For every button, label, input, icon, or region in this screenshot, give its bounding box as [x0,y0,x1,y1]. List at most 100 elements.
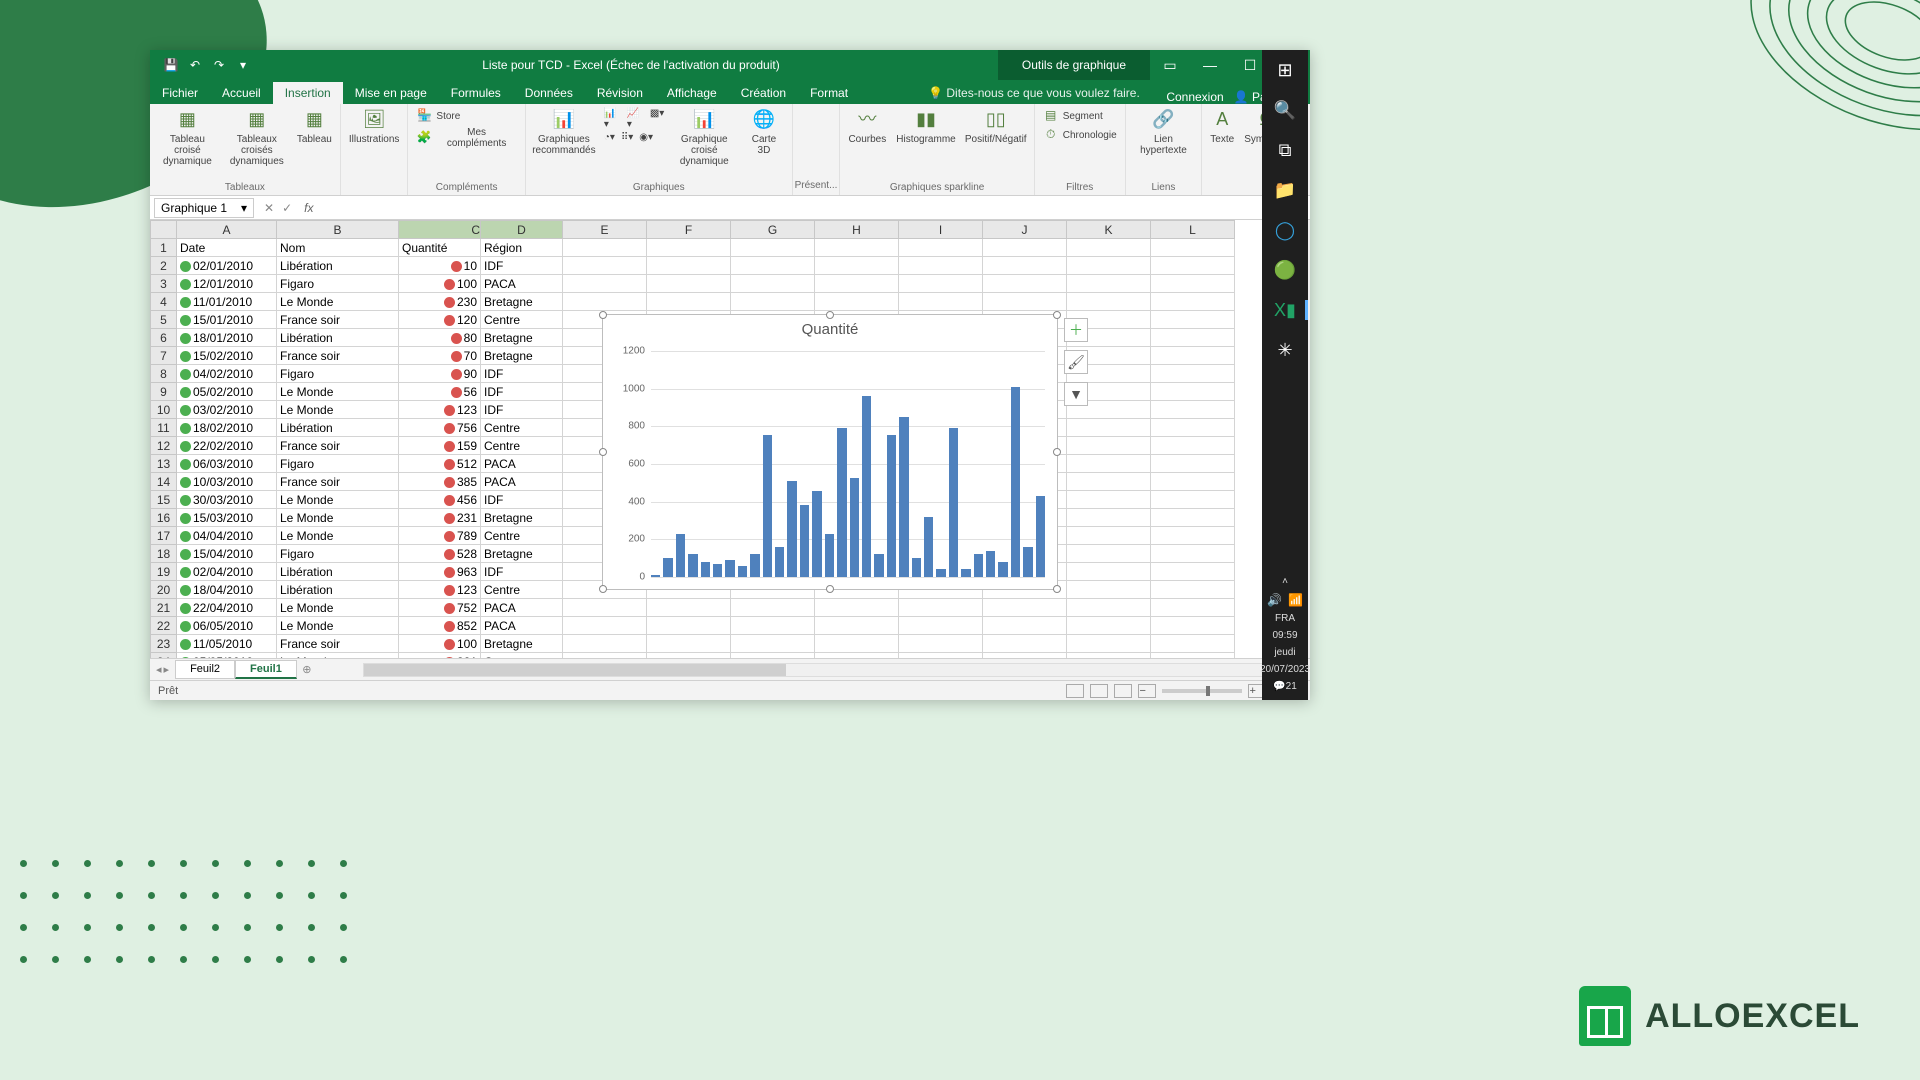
cell[interactable] [563,239,647,257]
row-header[interactable]: 21 [151,599,177,617]
row-header[interactable]: 22 [151,617,177,635]
connexion-link[interactable]: Connexion [1166,90,1223,104]
col-header-A[interactable]: A [177,221,277,239]
chart-bar[interactable] [688,554,697,577]
cell[interactable]: Figaro [277,455,399,473]
chart-bar[interactable] [1036,496,1045,577]
row-header[interactable]: 5 [151,311,177,329]
col-header-L[interactable]: L [1151,221,1235,239]
cell[interactable]: 123 [399,401,481,419]
cell[interactable]: 02/04/2010 [177,563,277,581]
col-header-K[interactable]: K [1067,221,1151,239]
chart-tools-context[interactable]: Outils de graphique [998,50,1150,80]
cell[interactable]: France soir [277,437,399,455]
chart-bar[interactable] [1011,387,1020,577]
name-box[interactable]: Graphique 1▾ [154,198,254,218]
cell[interactable]: IDF [481,383,563,401]
cell[interactable]: Libération [277,329,399,347]
chart-bar[interactable] [787,481,796,577]
cell[interactable] [563,293,647,311]
cell[interactable] [563,617,647,635]
cell[interactable] [731,293,815,311]
cell[interactable]: PACA [481,617,563,635]
cell[interactable]: France soir [277,473,399,491]
notifications-icon[interactable]: 💬21 [1273,681,1297,692]
cell[interactable] [731,653,815,659]
add-sheet-icon[interactable]: ⊕ [297,663,317,676]
volume-icon[interactable]: 🔊 [1267,593,1282,607]
chrome-icon[interactable]: 🟢 [1271,256,1299,284]
col-header-F[interactable]: F [647,221,731,239]
map-3d-button[interactable]: 🌐Carte 3D [744,108,783,156]
cell[interactable]: 100 [399,275,481,293]
cell[interactable]: Centre [481,653,563,659]
cell[interactable]: France soir [277,347,399,365]
cell[interactable]: 789 [399,527,481,545]
cell[interactable]: Quantité [399,239,481,257]
tab-formules[interactable]: Formules [439,82,513,104]
cell[interactable] [815,635,899,653]
cell[interactable] [647,599,731,617]
cell[interactable]: 752 [399,599,481,617]
cell[interactable] [1067,473,1151,491]
cell[interactable] [983,275,1067,293]
cell[interactable]: 12/01/2010 [177,275,277,293]
zoom-slider[interactable] [1162,689,1242,693]
view-normal-icon[interactable] [1066,684,1084,698]
cell[interactable]: 11/05/2010 [177,635,277,653]
chart-bar[interactable] [701,562,710,577]
chart-bar[interactable] [713,564,722,577]
chart-bar[interactable] [837,428,846,577]
cell[interactable]: Figaro [277,365,399,383]
chart-bar[interactable] [738,566,747,577]
cell[interactable]: PACA [481,275,563,293]
row-header[interactable]: 23 [151,635,177,653]
save-icon[interactable]: 💾 [164,58,178,72]
col-header-E[interactable]: E [563,221,647,239]
formula-input[interactable] [319,201,1291,215]
row-header[interactable]: 20 [151,581,177,599]
chart-bar[interactable] [775,547,784,577]
tell-me[interactable]: 💡 Dites-nous ce que vous voulez faire. [920,82,1166,104]
pivot-table-button[interactable]: ▦Tableau croisé dynamique [158,108,217,167]
cell[interactable] [731,239,815,257]
cell[interactable]: PACA [481,473,563,491]
cell[interactable]: 70 [399,347,481,365]
cell[interactable]: 15/03/2010 [177,509,277,527]
chart-bar[interactable] [663,558,672,577]
row-header[interactable]: 6 [151,329,177,347]
cell[interactable] [815,599,899,617]
pie-chart-icon[interactable]: ◔▾ [604,132,615,143]
cell[interactable]: Figaro [277,545,399,563]
cell[interactable]: Libération [277,563,399,581]
spreadsheet-grid[interactable]: ABCDEFGHIJKL1DateNomQuantitéRégion202/01… [150,220,1294,658]
cell[interactable] [731,599,815,617]
cell[interactable] [1151,599,1235,617]
cell[interactable]: France soir [277,311,399,329]
addins-button[interactable]: 🧩Mes compléments [416,127,516,149]
tab-fichier[interactable]: Fichier [150,82,210,104]
cell[interactable] [1067,581,1151,599]
cell[interactable]: Bretagne [481,509,563,527]
tab-mise-en-page[interactable]: Mise en page [343,82,439,104]
tab-accueil[interactable]: Accueil [210,82,273,104]
cell[interactable]: 963 [399,563,481,581]
language-indicator[interactable]: FRA [1275,613,1295,624]
cell[interactable]: 04/04/2010 [177,527,277,545]
clock-time[interactable]: 09:59 [1272,630,1297,641]
chart-filter-icon[interactable]: ▼ [1064,382,1088,406]
cell[interactable]: Figaro [277,275,399,293]
cell[interactable] [647,653,731,659]
cell[interactable]: Le Monde [277,527,399,545]
wifi-icon[interactable]: 📶 [1288,593,1303,607]
chart-bar[interactable] [924,517,933,577]
cell[interactable] [899,653,983,659]
cell[interactable] [563,599,647,617]
cell[interactable]: Libération [277,581,399,599]
chart-bar[interactable] [936,569,945,577]
cell[interactable]: Centre [481,419,563,437]
cell[interactable] [1067,599,1151,617]
cell[interactable]: IDF [481,491,563,509]
cell[interactable] [1151,275,1235,293]
slack-icon[interactable]: ✳ [1271,336,1299,364]
